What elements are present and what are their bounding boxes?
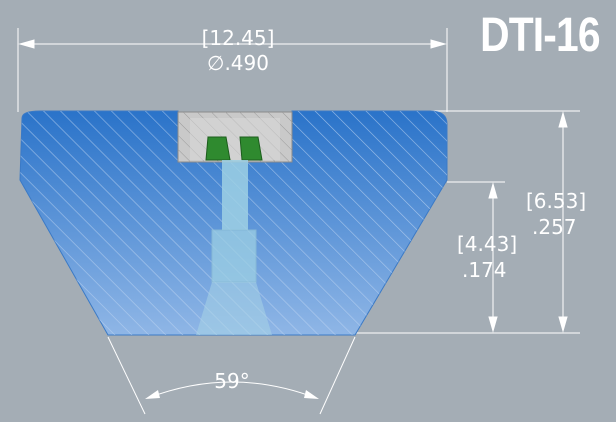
seal-right	[239, 136, 263, 161]
width-dimension-line	[18, 39, 447, 49]
inner-height-dimension-line	[488, 182, 498, 333]
center-channel	[196, 160, 272, 335]
top-width-in-label: ∅.490	[207, 51, 269, 75]
seal-left	[205, 136, 231, 161]
part-number-title: DTI-16	[480, 9, 600, 62]
overall-height-in-label: .257	[532, 215, 577, 239]
top-width-mm-label: [12.45]	[201, 26, 275, 50]
angle-label: 59°	[214, 369, 250, 393]
inner-height-mm-label: [4.43]	[457, 232, 518, 256]
overall-height-mm-label: [6.53]	[526, 189, 587, 213]
angle-dimension-arc	[145, 381, 319, 399]
top-insert	[177, 111, 293, 163]
overall-height-dimension-line	[558, 111, 568, 333]
inner-height-in-label: .174	[462, 258, 507, 282]
